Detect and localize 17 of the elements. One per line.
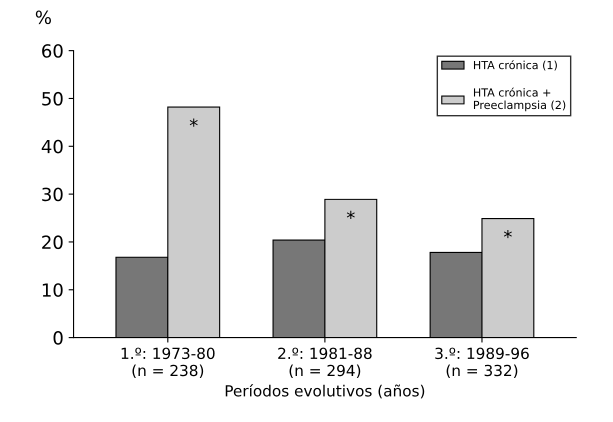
- y-tick-label: 50: [42, 92, 63, 106]
- y-axis-title: %: [36, 10, 51, 24]
- y-tick-label: 30: [42, 188, 63, 202]
- y-tick-label: 10: [42, 283, 63, 297]
- annotation: *: [504, 230, 512, 238]
- annotation: *: [346, 210, 355, 220]
- x-tick-label: 2.º: 1981-88 (n = 294): [278, 348, 372, 378]
- y-tick-label: 20: [42, 235, 63, 250]
- x-tick-label: 1.º: 1973-80 (n = 238): [122, 348, 215, 378]
- y-tick-label: 40: [42, 140, 63, 154]
- legend-label: HTA crónica (1): [474, 60, 557, 71]
- y-tick-label: 60: [42, 44, 63, 58]
- legend-label: HTA crónica + Preeclampsia (2): [474, 88, 566, 112]
- annotation: *: [190, 118, 198, 127]
- y-tick-label: 0: [54, 331, 63, 345]
- x-axis-title: Períodos evolutivos (años): [226, 384, 424, 398]
- x-tick-label: 3.º: 1989-96 (n = 332): [435, 348, 529, 378]
